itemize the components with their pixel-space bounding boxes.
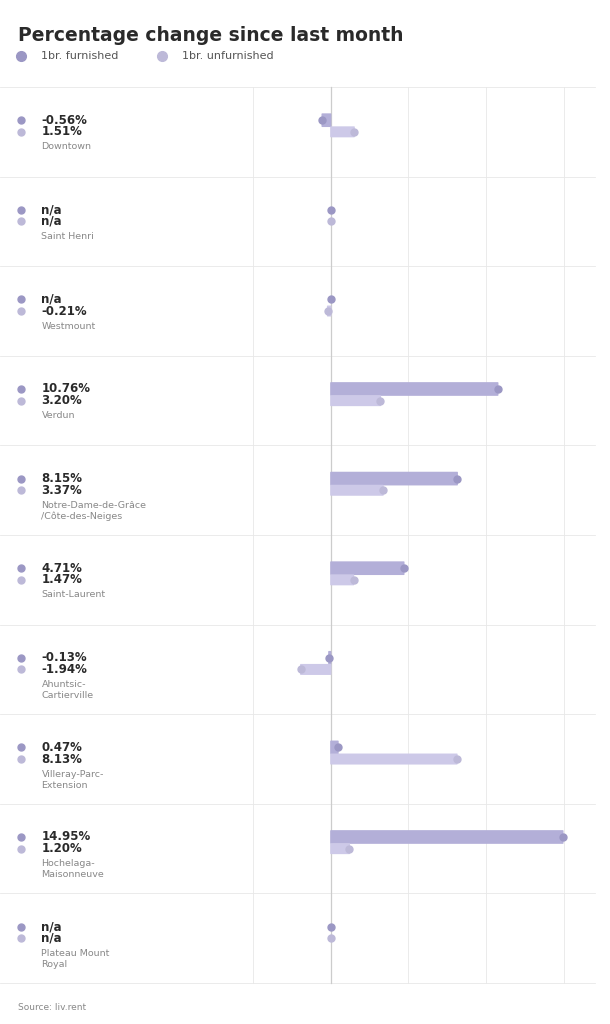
Text: 0.47%: 0.47% xyxy=(41,741,82,754)
Text: n/a: n/a xyxy=(41,204,62,216)
Text: 3.20%: 3.20% xyxy=(41,394,82,408)
Text: n/a: n/a xyxy=(41,921,62,933)
Text: Ahuntsic-
Cartierville: Ahuntsic- Cartierville xyxy=(41,680,93,700)
FancyBboxPatch shape xyxy=(330,395,381,407)
Text: Downtown: Downtown xyxy=(41,142,92,152)
Text: -1.94%: -1.94% xyxy=(41,663,87,676)
FancyBboxPatch shape xyxy=(330,843,350,854)
Text: 4.71%: 4.71% xyxy=(41,562,82,574)
Text: n/a: n/a xyxy=(41,215,62,228)
FancyBboxPatch shape xyxy=(328,651,331,665)
FancyBboxPatch shape xyxy=(330,472,458,485)
Text: 8.15%: 8.15% xyxy=(41,472,82,485)
FancyBboxPatch shape xyxy=(330,830,564,844)
Text: Saint-Laurent: Saint-Laurent xyxy=(41,590,106,599)
FancyBboxPatch shape xyxy=(330,574,354,586)
FancyBboxPatch shape xyxy=(330,382,498,396)
FancyBboxPatch shape xyxy=(330,740,339,755)
Text: 1br. unfurnished: 1br. unfurnished xyxy=(182,51,273,61)
FancyBboxPatch shape xyxy=(330,561,404,575)
Text: Hochelaga-
Maisonneuve: Hochelaga- Maisonneuve xyxy=(41,859,104,880)
Text: Westmount: Westmount xyxy=(41,322,96,331)
Text: Saint Henri: Saint Henri xyxy=(41,231,94,241)
Text: Source: liv.rent: Source: liv.rent xyxy=(18,1002,87,1012)
Text: Verdun: Verdun xyxy=(41,411,75,420)
FancyBboxPatch shape xyxy=(330,126,355,137)
FancyBboxPatch shape xyxy=(330,754,458,765)
Text: 1.47%: 1.47% xyxy=(41,573,82,587)
Text: 10.76%: 10.76% xyxy=(41,383,90,395)
Text: 1.51%: 1.51% xyxy=(41,125,82,138)
Text: 14.95%: 14.95% xyxy=(41,830,91,844)
Text: 8.13%: 8.13% xyxy=(41,753,82,766)
Text: Notre-Dame-de-Grâce
/Côte-des-Neiges: Notre-Dame-de-Grâce /Côte-des-Neiges xyxy=(41,501,146,521)
Text: n/a: n/a xyxy=(41,293,62,306)
Text: 1br. furnished: 1br. furnished xyxy=(41,51,119,61)
Text: Plateau Mount
Royal: Plateau Mount Royal xyxy=(41,948,110,969)
FancyBboxPatch shape xyxy=(321,114,331,127)
Text: 1.20%: 1.20% xyxy=(41,842,82,855)
FancyBboxPatch shape xyxy=(327,305,331,316)
Text: -0.56%: -0.56% xyxy=(41,114,87,127)
Text: 3.37%: 3.37% xyxy=(41,483,82,497)
FancyBboxPatch shape xyxy=(330,484,384,496)
Text: Villeray-Parc-
Extension: Villeray-Parc- Extension xyxy=(41,769,104,790)
Text: -0.21%: -0.21% xyxy=(41,304,87,317)
Text: Percentage change since last month: Percentage change since last month xyxy=(18,26,404,45)
Text: -0.13%: -0.13% xyxy=(41,651,87,665)
FancyBboxPatch shape xyxy=(300,664,331,675)
Text: n/a: n/a xyxy=(41,932,62,945)
